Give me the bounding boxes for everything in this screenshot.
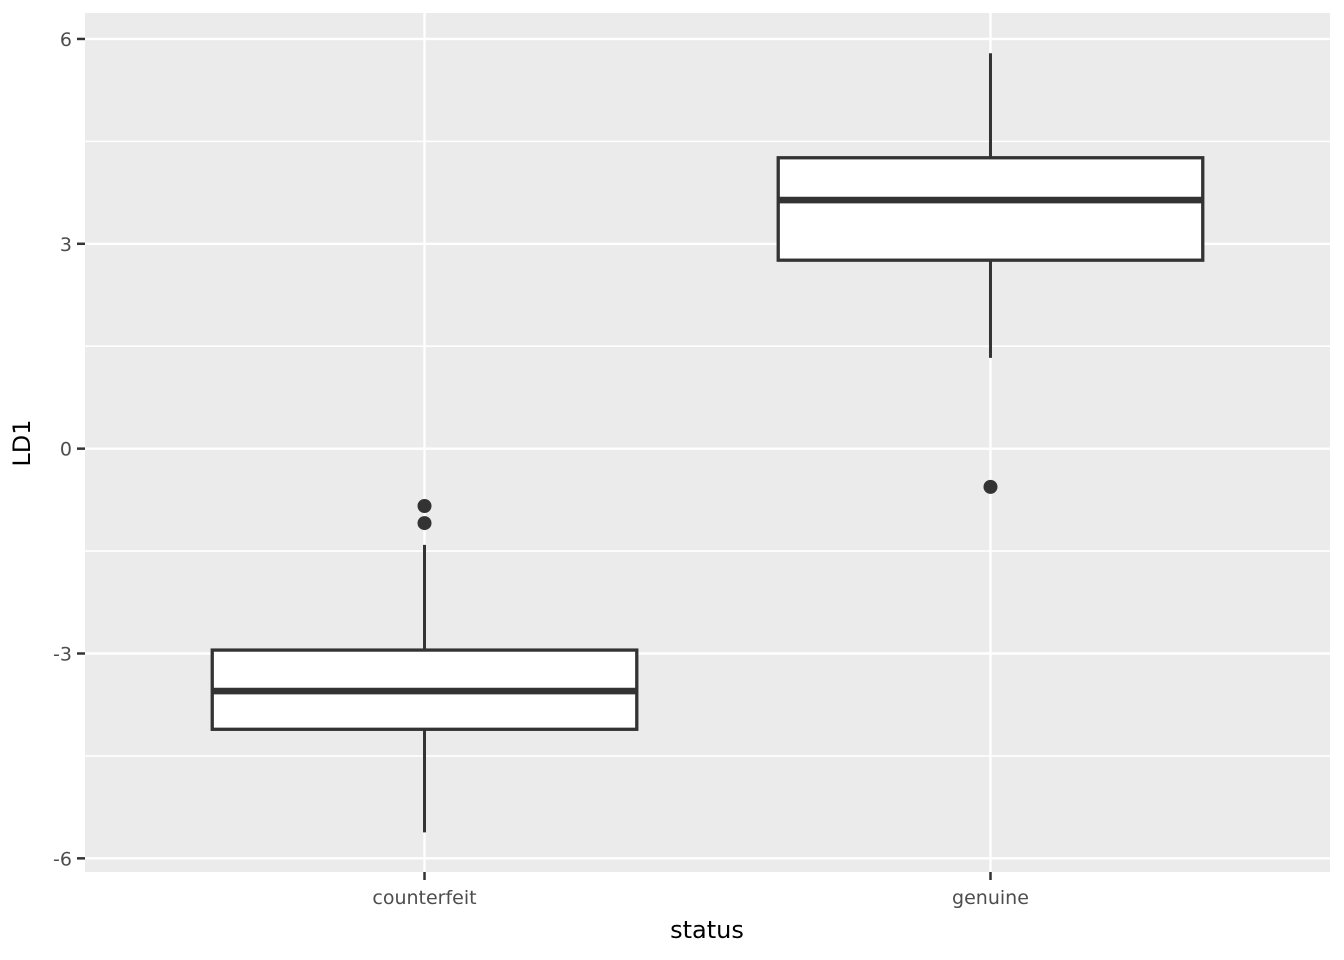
boxplot-counterfeit — [210, 499, 639, 833]
boxplot-marks — [210, 53, 1205, 833]
x-axis-title: status — [670, 916, 744, 944]
y-tick-label: -6 — [53, 848, 72, 870]
y-axis-title: LD1 — [8, 419, 36, 466]
y-tick-label: 6 — [60, 29, 72, 51]
plot-panel — [85, 13, 1330, 872]
y-tick-label: 3 — [60, 234, 72, 256]
outlier-point — [417, 499, 432, 514]
boxplot-genuine — [776, 53, 1205, 494]
axis-layer: 6 3 0 -3 -6 counterfeit genuine — [53, 29, 1029, 909]
x-tick-label: counterfeit — [372, 887, 476, 909]
outlier-point — [983, 479, 998, 494]
outlier-point — [417, 516, 432, 531]
x-tick-label: genuine — [952, 887, 1029, 909]
iqr-box — [776, 156, 1205, 262]
y-tick-label: 0 — [60, 439, 72, 461]
y-tick-label: -3 — [53, 643, 72, 665]
